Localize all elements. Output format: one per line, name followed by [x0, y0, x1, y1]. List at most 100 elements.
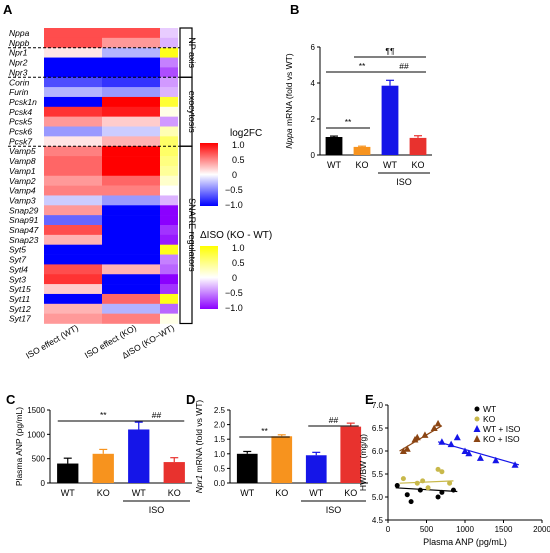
log2fc-color-legend: log2FC 1.0 0.5 0 −0.5 −1.0 [200, 128, 262, 210]
heatmap-cell-ko [102, 175, 160, 186]
heatmap-gene-label: Snap23 [9, 235, 39, 245]
heatmap-cell-ko [102, 185, 160, 196]
x-category-label: WT [240, 488, 254, 498]
heatmap-cell-delta [160, 116, 178, 127]
y-axis-label: Plasma ANP (pg/mL) [14, 407, 24, 486]
panel-letter-c: C [6, 392, 16, 407]
heatmap-cell-wt [44, 146, 102, 157]
heatmap-gene-label: Nppa [9, 28, 30, 38]
heatmap-cell-wt [44, 67, 102, 78]
x-category-label: KO [344, 488, 357, 498]
x-category-label: WT [383, 160, 397, 170]
scatter-point [404, 492, 410, 498]
heatmap-cell-ko [102, 195, 160, 206]
x-tick-label: 500 [420, 525, 434, 534]
bar [325, 137, 343, 155]
legend-label: WT + ISO [483, 424, 521, 434]
legend-marker [473, 425, 481, 432]
legend-marker [474, 416, 480, 422]
delta-legend-title: ΔISO (KO - WT) [200, 230, 272, 241]
heatmap-cell-delta [160, 146, 178, 157]
heatmap-cell-ko [102, 274, 160, 285]
scatter-point [403, 445, 411, 452]
heatmap-cell-delta [160, 293, 178, 305]
heatmap-cell-delta [160, 313, 178, 324]
y-axis-label-gene: Nppa [284, 128, 294, 149]
panel-letter-b: B [290, 2, 299, 17]
x-tick-label: 1000 [456, 525, 474, 534]
scatter-point [447, 480, 453, 486]
heatmap-cell-ko [102, 284, 160, 295]
heatmap-cell-delta [160, 47, 178, 58]
y-axis-label-gene: Npr1 [194, 475, 204, 494]
heatmap-cell-delta [160, 264, 178, 275]
heatmap-cell-wt [44, 195, 102, 206]
scatter-point [414, 480, 420, 486]
scatter-point [425, 485, 431, 491]
heatmap-cell-wt [44, 37, 102, 48]
x-category-label: KO [168, 488, 181, 498]
significance-label: ** [261, 426, 268, 436]
heatmap-gene-label: Snap47 [9, 225, 39, 235]
y-tick-label: 1500 [27, 406, 45, 415]
heatmap-gene-label: Syt12 [9, 304, 31, 314]
regression-line [437, 441, 520, 466]
significance-label: ** [345, 117, 352, 127]
heatmap-group-label: exocytosis [187, 91, 197, 134]
scatter-point [399, 447, 407, 454]
legend-label: KO [483, 414, 496, 424]
heatmap-gene-label: Npr1 [9, 48, 28, 58]
heatmap-cell-ko [102, 136, 160, 147]
x-category-label: KO [97, 488, 110, 498]
heatmap-cell-wt [44, 205, 102, 216]
y-tick-label: 1.5 [214, 435, 226, 444]
heatmap-gene-label: Vamp2 [9, 176, 36, 186]
heatmap-cell-ko [102, 87, 160, 98]
delta-legend-tick: 1.0 [232, 243, 245, 253]
y-axis-label-text: mRNA (fold vs WT) [194, 400, 204, 475]
heatmap-gene-label: Pcsk5 [9, 117, 32, 127]
heatmap-gene-label: Nppb [9, 38, 30, 48]
bar [381, 85, 399, 155]
heatmap-gene-label: Syt5 [9, 245, 26, 255]
heatmap-cell-ko [102, 77, 160, 88]
x-category-label: KO [411, 160, 424, 170]
heatmap-cell-delta [160, 67, 178, 78]
y-tick-label: 500 [32, 455, 46, 464]
y-tick-label: 6.5 [372, 424, 384, 433]
heatmap-gene-label: Vamp5 [9, 146, 36, 156]
scatter-point [476, 454, 484, 461]
log2fc-legend-gradient [200, 143, 218, 206]
significance-label: ## [329, 415, 339, 425]
x-category-label: KO [275, 488, 288, 498]
regression-line [399, 480, 454, 484]
regression-line [399, 425, 443, 452]
y-tick-label: 4 [311, 79, 316, 88]
significance-label: ## [152, 410, 162, 420]
heatmap-cell-ko [102, 303, 160, 314]
heatmap-cell-ko [102, 67, 160, 78]
heatmap-cell-delta [160, 225, 178, 236]
heatmap-cell-delta [160, 215, 178, 226]
heatmap-cell-ko [102, 116, 160, 127]
scatter-point [453, 433, 461, 441]
legend-marker [474, 406, 480, 412]
heatmap-cell-delta [160, 156, 178, 167]
heatmap-cell-wt [44, 274, 102, 285]
heatmap-gene-label: Vamp3 [9, 195, 36, 205]
y-tick-label: 0 [311, 151, 316, 160]
heatmap-panel: NppaNppbNpr1Npr2Npr3CorinFurinPcsk1nPcsk… [8, 27, 197, 361]
y-axis-label: Nppa mRNA (fold vs WT) [284, 53, 294, 149]
heatmap-gene-label: Pcsk6 [9, 127, 32, 137]
delta-legend-tick: 0.5 [232, 258, 245, 268]
heatmap-cell-delta [160, 165, 178, 177]
heatmap-cell-wt [44, 313, 102, 324]
heatmap-cell-wt [44, 175, 102, 186]
panel-letter-a: A [3, 2, 13, 17]
significance-label: ** [359, 61, 366, 71]
delta-legend-tick: 0 [232, 273, 237, 283]
bar [409, 137, 427, 155]
heatmap-column-labels: ISO effect (WT) ISO effect (KO)ΔISO (KO−W… [24, 322, 176, 360]
heatmap-group-label: SNARE regulators [187, 198, 197, 272]
